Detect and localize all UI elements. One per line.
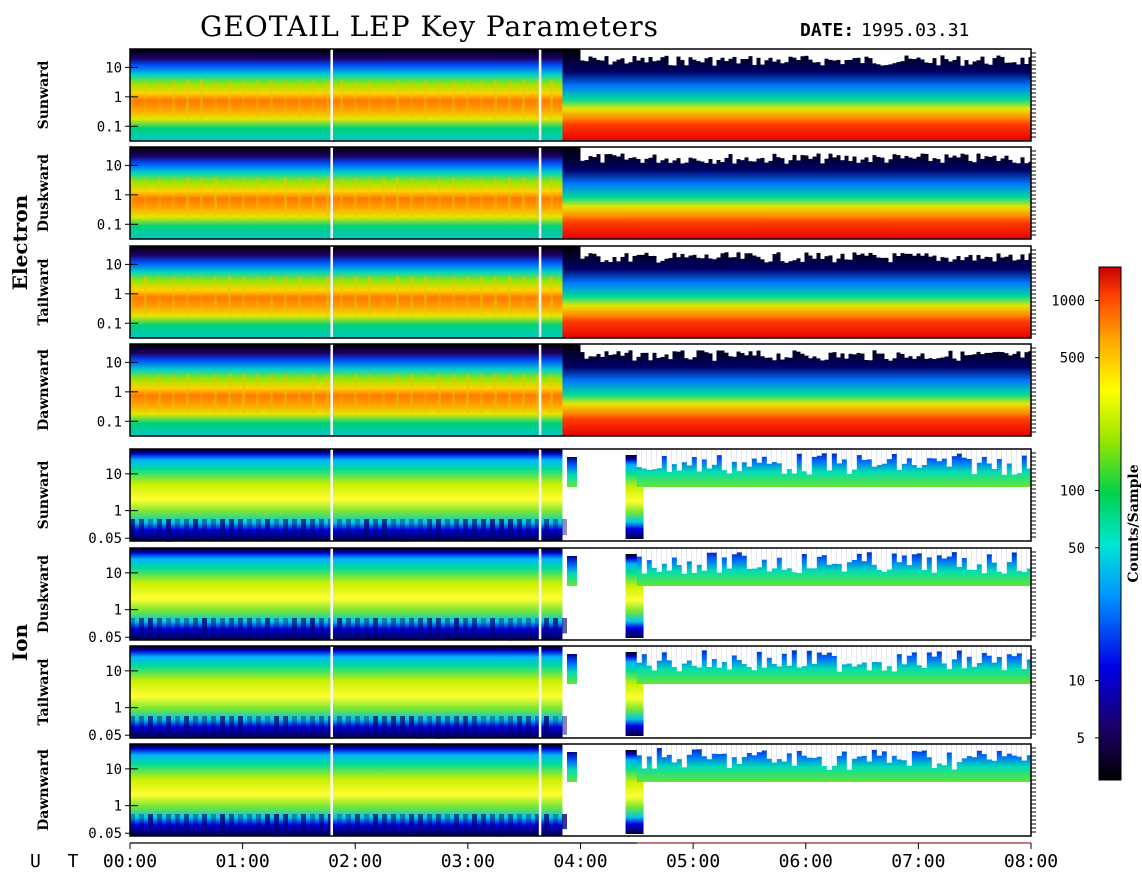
y-tick-label: 1 xyxy=(114,799,122,815)
panel-label: Tailward xyxy=(36,658,52,725)
x-tick-label: 04:00 xyxy=(553,851,607,872)
panel-label: Dawnward xyxy=(36,749,52,831)
panels-layer: 1010.11010.11010.11010.11010.051010.0510… xyxy=(88,48,1036,842)
y-tick-label: 10 xyxy=(105,467,122,483)
y-tick-label: 0.1 xyxy=(97,217,122,233)
y-tick-label: 0.05 xyxy=(88,531,122,547)
y-tick-label: 1 xyxy=(114,385,122,401)
colorbar-tick-label: 100 xyxy=(1060,484,1085,500)
y-tick-label: 10 xyxy=(105,762,122,778)
y-tick-label: 1 xyxy=(114,504,122,520)
panel-ion-dawnward: 10 1 0.05 xyxy=(88,743,1036,842)
y-tick-label: 0.1 xyxy=(97,414,122,430)
y-tick-label: 0.1 xyxy=(97,119,122,135)
panel-label: Dawnward xyxy=(36,349,52,431)
y-tick-label: 0.05 xyxy=(88,630,122,646)
y-tick-label: 1 xyxy=(114,701,122,717)
y-tick-label: 10 xyxy=(105,60,122,76)
y-tick-label: 1 xyxy=(114,188,122,204)
colorbar-tick-label: 5 xyxy=(1077,731,1085,747)
y-tick-label: 10 xyxy=(105,355,122,371)
panel-electron-tailward: 10 1 0.1 xyxy=(97,245,1036,339)
group-label: Electron xyxy=(8,194,32,290)
date-value: 1995.03.31 xyxy=(861,20,970,41)
x-tick-label: 05:00 xyxy=(666,851,720,872)
date-label: DATE: xyxy=(800,20,855,41)
x-tick-label: 03:00 xyxy=(441,851,495,872)
colorbar-scale xyxy=(1098,266,1122,781)
y-tick-label: 10 xyxy=(105,257,122,273)
x-tick-label: 01:00 xyxy=(216,851,270,872)
x-tick-label: 00:00 xyxy=(103,851,157,872)
panel-ion-sunward: 10 1 0.05 xyxy=(88,448,1036,547)
y-tick-label: 1 xyxy=(114,603,122,619)
labels-layer: Sunward Duskward Tailward Dawnward Electron S… xyxy=(8,60,1058,872)
panel-electron-dawnward: 10 1 0.1 xyxy=(97,343,1036,437)
panel-ion-tailward: 10 1 0.05 xyxy=(88,645,1036,744)
y-tick-label: 0.05 xyxy=(88,826,122,842)
y-tick-label: 10 xyxy=(105,566,122,582)
y-tick-label: 1 xyxy=(114,90,122,106)
panel-label: Duskward xyxy=(36,154,52,232)
panel-electron-duskward: 10 1 0.1 xyxy=(97,146,1036,240)
x-axis-prefix: U T xyxy=(30,851,87,872)
y-tick-label: 10 xyxy=(105,664,122,680)
colorbar: 1000 500 100 50 10 5 Counts/Sample xyxy=(1051,266,1142,781)
y-tick-label: 1 xyxy=(114,287,122,303)
panel-label: Tailward xyxy=(36,258,52,325)
colorbar-tick-label: 10 xyxy=(1068,674,1085,690)
y-tick-label: 0.1 xyxy=(97,316,122,332)
panel-label: Sunward xyxy=(36,460,52,529)
chart-title: GEOTAIL LEP Key Parameters xyxy=(200,10,659,43)
y-tick-label: 0.05 xyxy=(88,728,122,744)
x-tick-label: 02:00 xyxy=(328,851,382,872)
y-tick-label: 10 xyxy=(105,158,122,174)
colorbar-tick-label: 50 xyxy=(1068,541,1085,557)
x-tick-label: 07:00 xyxy=(891,851,945,872)
group-label: Ion xyxy=(8,623,32,661)
panel-label: Sunward xyxy=(36,60,52,129)
x-tick-label: 08:00 xyxy=(1004,851,1058,872)
panel-electron-sunward: 10 1 0.1 xyxy=(97,48,1036,142)
x-tick-label: 06:00 xyxy=(779,851,833,872)
colorbar-label: Counts/Sample xyxy=(1126,464,1142,582)
colorbar-tick-label: 500 xyxy=(1060,351,1085,367)
colorbar-tick-label: 1000 xyxy=(1051,293,1085,309)
panel-label: Duskward xyxy=(36,555,52,633)
panel-ion-duskward: 10 1 0.05 xyxy=(88,547,1036,646)
